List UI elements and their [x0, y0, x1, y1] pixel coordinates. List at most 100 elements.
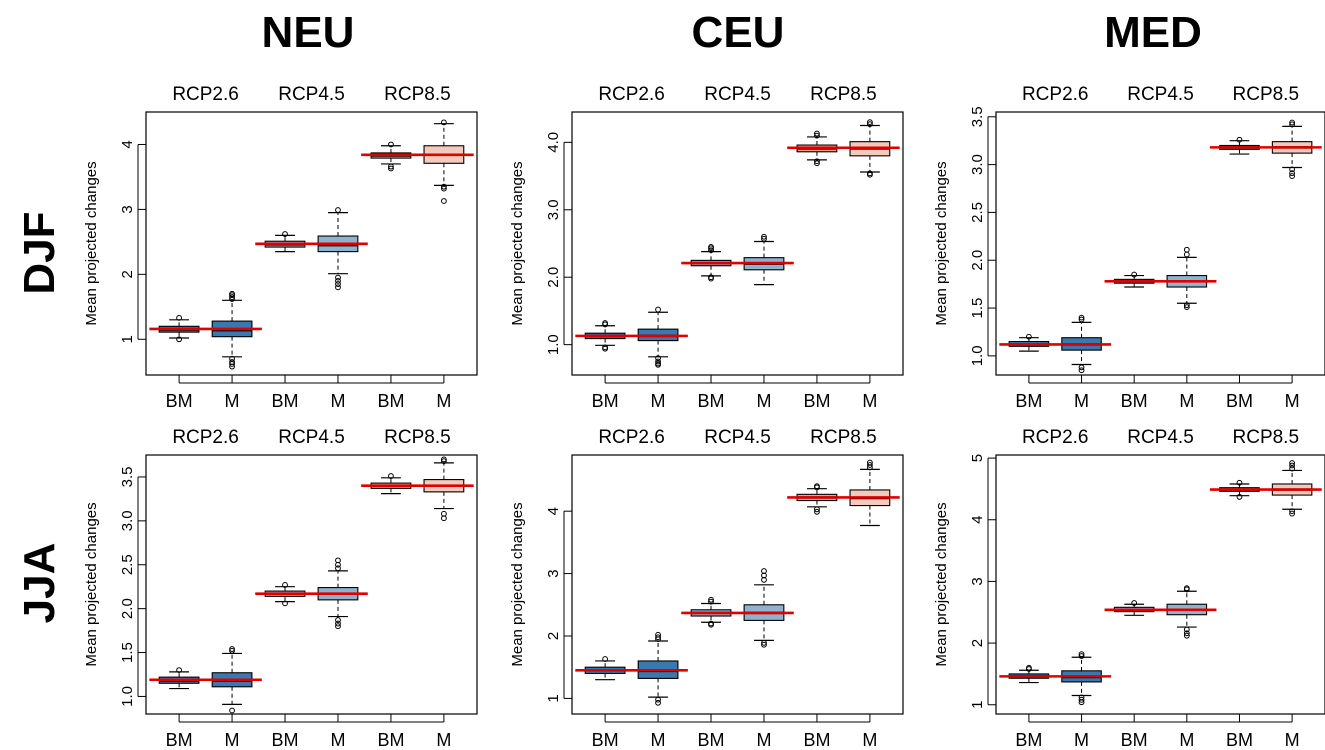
column-title-ceu: CEU — [691, 8, 785, 57]
outlier-point — [335, 277, 341, 284]
outlier-point — [1289, 170, 1295, 177]
outlier-point — [708, 598, 714, 605]
outlier-point — [1236, 494, 1243, 500]
x-tick-label: M — [651, 391, 666, 411]
plot-frame — [571, 454, 904, 715]
y-tick-label: 4 — [119, 140, 136, 148]
column-title-neu: NEU — [261, 8, 355, 57]
panel-ceu-jja: RCP2.6 RCP4.5 RCP8.5 1 2 3 4 Mean projected cha… — [509, 427, 904, 750]
outlier-point — [1289, 460, 1295, 466]
scenario-label: RCP2.6 — [1022, 84, 1089, 105]
x-tick-label: M — [1179, 391, 1194, 411]
y-tick-label: 1.5 — [969, 298, 986, 319]
outlier-point — [229, 363, 235, 370]
outlier-point — [655, 634, 661, 641]
outlier-point — [229, 707, 235, 714]
outlier-point — [1236, 136, 1243, 143]
x-tick-label: M — [862, 730, 877, 750]
x-tick-label: M — [651, 730, 666, 750]
outlier-point — [761, 641, 767, 648]
panel-neu-djf: RCP2.6 RCP4.5 RCP8.5 1 2 3 4 Mean projected cha… — [83, 84, 478, 411]
outlier-point — [1183, 251, 1190, 258]
outlier-point — [1289, 173, 1295, 179]
box-m-1 — [637, 631, 679, 706]
box-bm-2 — [264, 231, 306, 253]
outlier-point — [1078, 316, 1085, 323]
outlier-point — [1289, 119, 1295, 126]
x-tick-label: M — [756, 391, 771, 411]
outlier-point — [1078, 314, 1085, 321]
outlier-point — [655, 631, 661, 638]
y-tick-label: 1.5 — [119, 642, 136, 663]
x-tick-label: BM — [1226, 391, 1253, 411]
outlier-point — [867, 171, 873, 178]
outlier-point — [1183, 632, 1190, 639]
scenario-label: RCP4.5 — [278, 427, 345, 448]
x-tick-label: M — [225, 391, 240, 411]
outlier-point — [335, 623, 341, 630]
outlier-point — [1289, 166, 1295, 173]
outlier-point — [814, 158, 820, 165]
box-bm-0 — [584, 656, 626, 681]
x-tick-label: M — [1179, 730, 1194, 750]
outlier-point — [229, 290, 235, 297]
y-axis-label: Mean projected changes — [933, 161, 950, 325]
box-bm-0 — [1008, 333, 1050, 352]
scenario-label: RCP8.5 — [384, 84, 451, 105]
x-tick-label: BM — [1015, 391, 1042, 411]
scenario-label: RCP8.5 — [1233, 427, 1300, 448]
panel-med-djf: RCP2.6 RCP4.5 RCP8.5 1.0 1.5 2.0 2.5 3.0 3.5 Mean… — [933, 84, 1325, 411]
outlier-point — [176, 314, 183, 321]
outlier-point — [602, 345, 608, 352]
outlier-point — [761, 639, 767, 646]
outlier-point — [1183, 304, 1190, 310]
outlier-point — [388, 163, 394, 170]
outlier-point — [388, 165, 394, 172]
x-tick-label: BM — [698, 730, 725, 750]
outlier-point — [708, 596, 714, 603]
outlier-point — [335, 557, 341, 564]
outlier-point — [814, 160, 820, 167]
x-tick-label: BM — [1226, 730, 1253, 750]
outlier-point — [388, 473, 394, 479]
outlier-point — [602, 656, 608, 662]
y-tick-label: 3.5 — [969, 106, 986, 127]
outlier-point — [602, 320, 608, 326]
scenario-label: RCP4.5 — [1127, 84, 1194, 105]
outlier-point — [761, 235, 767, 242]
x-tick-label: BM — [1121, 391, 1148, 411]
outlier-point — [708, 275, 714, 282]
x-tick-label: M — [1285, 730, 1300, 750]
x-tick-label: BM — [698, 391, 725, 411]
outlier-point — [335, 620, 341, 627]
x-tick-label: M — [1074, 391, 1089, 411]
outlier-point — [229, 361, 235, 367]
outlier-point — [282, 600, 288, 607]
plot-frame — [145, 111, 478, 376]
outlier-point — [1183, 626, 1190, 633]
box-m-3 — [1166, 246, 1208, 310]
y-tick-label: 3.5 — [119, 467, 136, 488]
box-bm-0 — [1008, 664, 1050, 684]
box-m-1 — [1061, 651, 1102, 706]
y-tick-label: 2.5 — [969, 202, 986, 223]
x-tick-label: BM — [377, 730, 404, 750]
scenario-label: RCP2.6 — [1022, 427, 1089, 448]
y-tick-label: 4 — [545, 507, 562, 515]
outlier-point — [814, 508, 820, 515]
outlier-point — [1289, 465, 1295, 472]
x-tick-label: M — [330, 730, 345, 750]
outlier-point — [708, 247, 714, 254]
scenario-label: RCP8.5 — [1233, 84, 1300, 105]
outlier-point — [814, 132, 820, 139]
outlier-point — [441, 198, 447, 204]
y-axis-label: Mean projected changes — [83, 161, 100, 325]
outlier-point — [867, 121, 873, 128]
box-m-3 — [743, 233, 785, 286]
box-bm-2 — [1113, 600, 1155, 616]
x-tick-label: BM — [377, 391, 404, 411]
outlier-point — [1078, 367, 1085, 374]
x-tick-label: BM — [166, 730, 193, 750]
y-tick-label: 1 — [969, 701, 986, 709]
